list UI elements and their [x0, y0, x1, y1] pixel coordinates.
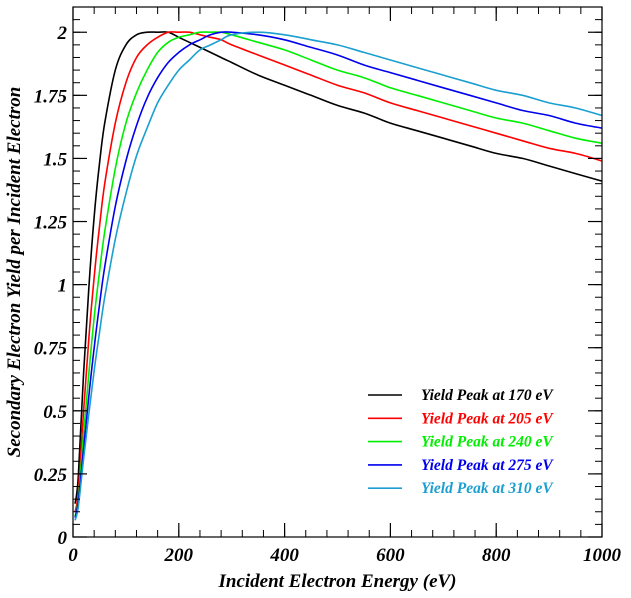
legend-label-4: Yield Peak at 275 eV [421, 457, 554, 474]
y-tick-label: 1.75 [34, 86, 68, 107]
legend-label-2: Yield Peak at 205 eV [421, 410, 554, 427]
legend-label-3: Yield Peak at 240 eV [421, 434, 554, 451]
y-tick-label: 0 [58, 528, 68, 549]
x-tick-label: 800 [482, 545, 511, 566]
y-tick-label: 1.5 [43, 149, 67, 170]
y-tick-label: 0.5 [43, 402, 67, 423]
x-tick-label: 600 [376, 545, 405, 566]
x-axis-title: Incident Electron Energy (eV) [217, 571, 456, 592]
legend-label-1: Yield Peak at 170 eV [421, 387, 554, 404]
y-tick-label: 0.25 [34, 465, 68, 486]
plot-area [74, 31, 603, 521]
y-tick-label: 2 [57, 23, 68, 44]
legend-label-5: Yield Peak at 310 eV [421, 480, 554, 497]
y-tick-label: 0.75 [34, 339, 68, 360]
series-line-1 [74, 31, 603, 504]
y-tick-label: 1.25 [34, 213, 68, 234]
series-line-2 [74, 31, 603, 513]
series-line-3 [74, 31, 603, 517]
axes: 0 200 400 600 800 1000 0 0.25 0.5 0.75 1 1.25 1.5 1.7… [34, 6, 622, 566]
x-tick-label: 400 [269, 545, 299, 566]
series-line-4 [74, 31, 603, 518]
y-axis-title: Secondary Electron Yield per Incident El… [4, 87, 25, 458]
y-tick-label: 1 [58, 276, 68, 297]
x-tick-label: 200 [164, 545, 194, 566]
x-tick-label: 0 [68, 545, 78, 566]
x-tick-label: 1000 [583, 545, 622, 566]
legend: Yield Peak at 170 eV Yield Peak at 205 eV… [368, 387, 554, 497]
series-line-5 [74, 31, 603, 521]
